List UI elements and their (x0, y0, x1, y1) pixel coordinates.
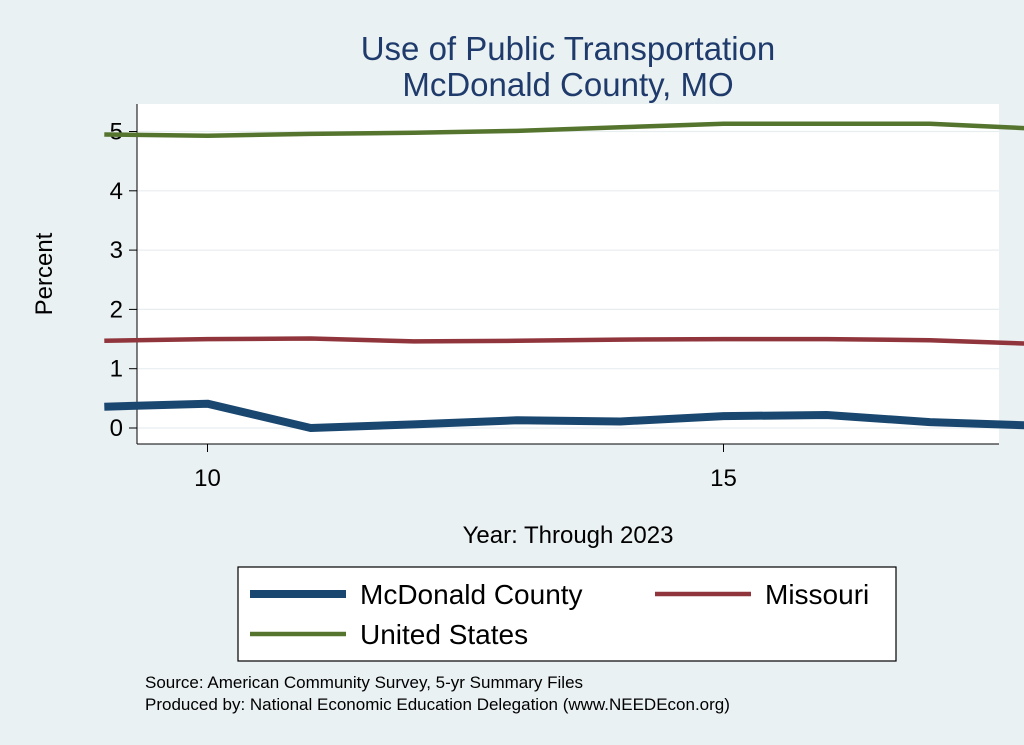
legend: McDonald County Missouri United States (250, 579, 869, 650)
axes: 01234510152025 (110, 104, 999, 492)
gridlines (137, 130, 999, 429)
chart-title-line-1: Use of Public Transportation (361, 30, 776, 67)
x-axis-title: Year: Through 2023 (463, 522, 674, 549)
legend-box (237, 566, 897, 662)
legend-label: McDonald County (360, 579, 583, 610)
x-tick-label: 15 (710, 465, 737, 492)
series-line-united-states (104, 121, 1024, 138)
y-tick-label: 1 (110, 356, 123, 383)
y-tick-label: 2 (110, 296, 123, 323)
chart-title-line-2: McDonald County, MO (402, 66, 733, 103)
producer-note: Produced by: National Economic Education… (145, 695, 730, 714)
source-note: Source: American Community Survey, 5-yr … (145, 673, 583, 692)
x-tick-label: 10 (194, 465, 221, 492)
series-line-missouri (104, 336, 1024, 346)
legend-label: United States (360, 619, 528, 650)
series-layer (104, 121, 1024, 432)
y-tick-label: 5 (110, 119, 123, 146)
plot-area (137, 104, 999, 444)
y-tick-label: 0 (110, 415, 123, 442)
y-tick-label: 4 (110, 178, 123, 205)
series-line-mcdonald-county (104, 399, 1024, 432)
y-axis-title: Percent (31, 232, 58, 315)
y-tick-label: 3 (110, 237, 123, 264)
legend-label: Missouri (765, 579, 869, 610)
